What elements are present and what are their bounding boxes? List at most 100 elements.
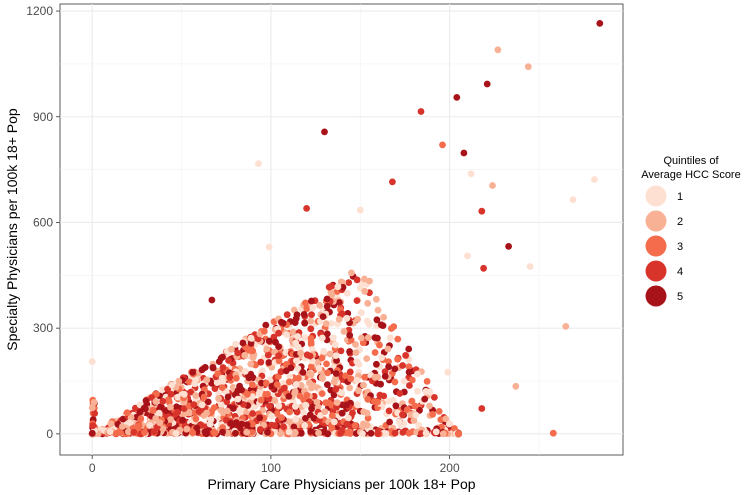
data-point [361, 287, 369, 295]
data-point [306, 411, 314, 419]
data-point [192, 392, 200, 399]
data-point [346, 384, 354, 392]
data-point [208, 379, 216, 387]
data-point [198, 366, 206, 374]
data-point [273, 381, 281, 388]
data-point [183, 425, 191, 433]
data-point [307, 338, 315, 346]
data-point [410, 417, 418, 424]
legend-key-5 [645, 285, 667, 307]
data-point [313, 398, 321, 406]
data-point [364, 299, 372, 307]
legend-item-4: 4 [645, 260, 683, 282]
data-point [132, 404, 139, 412]
data-point [209, 364, 217, 372]
data-point [399, 362, 406, 369]
data-point [363, 421, 371, 429]
data-point [345, 429, 353, 436]
data-point [321, 128, 328, 136]
data-point [249, 374, 257, 381]
data-point [303, 205, 310, 212]
data-point [223, 407, 231, 415]
data-point [257, 358, 265, 366]
data-point [190, 401, 198, 409]
data-point [338, 310, 346, 317]
data-point [381, 373, 389, 380]
data-point [591, 176, 598, 183]
data-point [353, 376, 361, 384]
data-point [453, 94, 461, 101]
data-point [286, 373, 294, 381]
x-axis-title: Primary Care Physicians per 100k 18+ Pop [207, 476, 475, 492]
data-point [265, 243, 273, 251]
data-point [119, 415, 127, 423]
data-point [219, 364, 227, 371]
data-point [363, 409, 371, 417]
data-point [399, 411, 406, 419]
data-point [334, 283, 342, 291]
data-point [363, 355, 371, 362]
legend-key-3 [645, 235, 667, 257]
y-axis-title: Specialty Physicians per 100k 18+ Pop [4, 108, 20, 351]
data-point [389, 396, 397, 404]
data-point [348, 269, 355, 277]
data-point [271, 422, 278, 430]
data-point [260, 327, 268, 335]
data-point [343, 289, 351, 297]
data-point [421, 395, 429, 403]
data-point [308, 311, 315, 319]
data-point [277, 368, 285, 376]
data-point [405, 429, 413, 437]
data-point [340, 328, 348, 335]
data-point [439, 430, 447, 438]
data-point [263, 345, 271, 353]
data-point [330, 378, 338, 386]
data-point [323, 295, 331, 303]
data-point [247, 360, 255, 368]
data-point [343, 314, 351, 322]
data-point [219, 428, 226, 436]
data-point [239, 339, 247, 347]
data-point [273, 410, 281, 417]
data-point [326, 350, 334, 358]
data-point [332, 352, 340, 359]
data-point [328, 424, 336, 432]
legend: Quintiles of Average HCC Score 1 2 3 4 5 [641, 155, 741, 307]
data-point [217, 354, 225, 362]
data-point [324, 369, 331, 377]
data-point [400, 377, 408, 385]
data-point [174, 408, 182, 416]
data-point [208, 296, 216, 304]
data-point [270, 333, 278, 341]
data-point [307, 428, 315, 435]
legend-item-5: 5 [645, 285, 683, 307]
data-point [367, 429, 375, 437]
data-point [293, 311, 301, 319]
legend-item-1: 1 [645, 185, 683, 207]
data-point [332, 386, 340, 393]
data-point [429, 411, 437, 418]
data-point [159, 397, 167, 405]
data-point [346, 348, 353, 355]
data-point [355, 387, 362, 395]
legend-label-4: 4 [677, 266, 683, 278]
data-point [345, 414, 352, 422]
data-point [294, 333, 302, 340]
data-point [287, 364, 295, 372]
data-point [415, 421, 422, 429]
data-point [439, 141, 446, 149]
data-point [88, 429, 96, 437]
data-point [285, 428, 293, 436]
data-point [467, 170, 475, 178]
data-point [376, 341, 383, 349]
axes: 0 100 200 0 300 600 900 1200 [26, 4, 460, 475]
data-point [396, 390, 404, 397]
data-point [126, 419, 133, 426]
data-point [192, 415, 200, 423]
data-point [265, 337, 273, 345]
data-point [382, 430, 390, 437]
data-point [331, 418, 338, 426]
data-point [291, 429, 299, 437]
data-point [264, 351, 272, 359]
